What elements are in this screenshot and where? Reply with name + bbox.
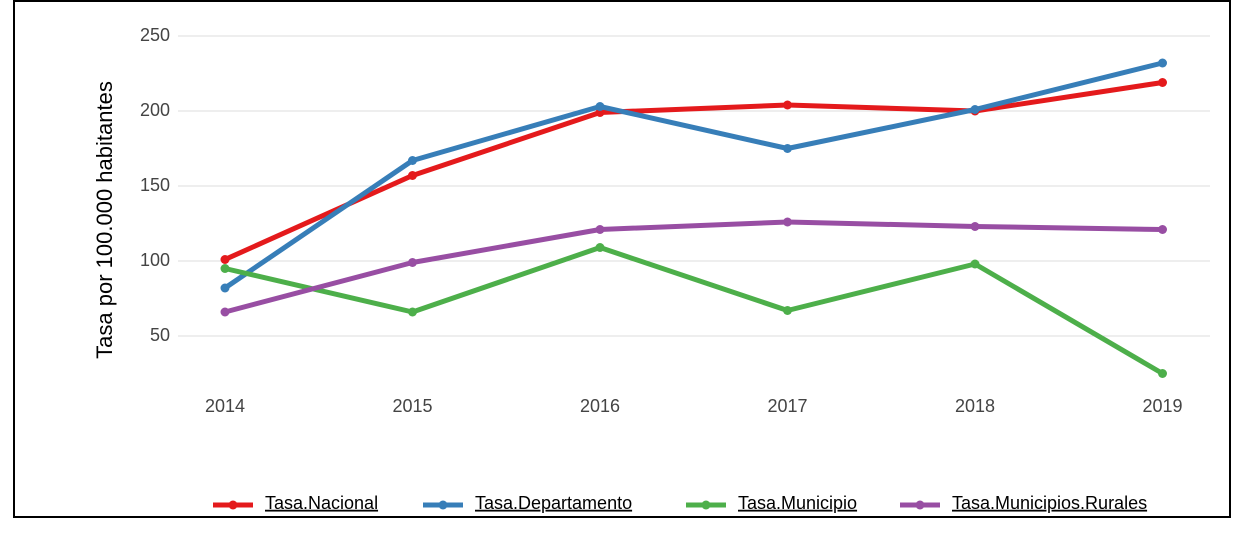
- point: [595, 225, 605, 234]
- x-tick-label: 2019: [1142, 396, 1182, 416]
- y-axis-label: Tasa por 100.000 habitantes: [92, 81, 117, 359]
- point: [595, 102, 605, 111]
- x-tick-label: 2014: [205, 396, 245, 416]
- y-tick-label: 150: [140, 175, 170, 195]
- point: [783, 217, 792, 227]
- legend-label: Tasa.Municipio: [738, 493, 857, 513]
- legend-label: Tasa.Municipios.Rurales: [952, 493, 1147, 513]
- line-series: [224, 245, 1164, 376]
- point: [220, 264, 230, 273]
- point: [220, 307, 230, 317]
- point: [1158, 225, 1167, 234]
- x-tick-label: 2018: [955, 396, 995, 416]
- legend-swatch-dot: [915, 500, 925, 510]
- point: [408, 307, 417, 317]
- point: [1158, 369, 1167, 378]
- legend-label: Tasa.Nacional: [265, 493, 378, 513]
- y-tick-label: 250: [140, 25, 170, 45]
- point: [783, 100, 792, 110]
- y-tick-label: 100: [140, 250, 170, 270]
- point: [408, 258, 417, 267]
- point: [783, 306, 792, 315]
- legend-swatch-dot: [438, 500, 448, 510]
- legend-swatch-dot: [701, 500, 711, 510]
- chart-frame: [13, 0, 1231, 518]
- point: [595, 243, 605, 252]
- point: [408, 156, 417, 165]
- point: [783, 144, 792, 153]
- x-tick-label: 2017: [767, 396, 807, 416]
- line-series: [223, 80, 1163, 262]
- line-series: [224, 219, 1163, 315]
- legend-label: Tasa.Departamento: [475, 493, 632, 513]
- point: [408, 171, 417, 180]
- point: [220, 283, 230, 293]
- point: [970, 259, 980, 269]
- line-series: [223, 60, 1164, 291]
- y-tick-label: 200: [140, 100, 170, 120]
- y-tick-label: 50: [150, 325, 170, 345]
- x-tick-label: 2016: [580, 396, 620, 416]
- point: [220, 255, 230, 264]
- point: [970, 222, 980, 231]
- point: [1158, 58, 1167, 68]
- point: [1158, 78, 1167, 87]
- x-tick-label: 2015: [392, 396, 432, 416]
- legend-swatch-dot: [228, 500, 238, 510]
- point: [970, 105, 980, 114]
